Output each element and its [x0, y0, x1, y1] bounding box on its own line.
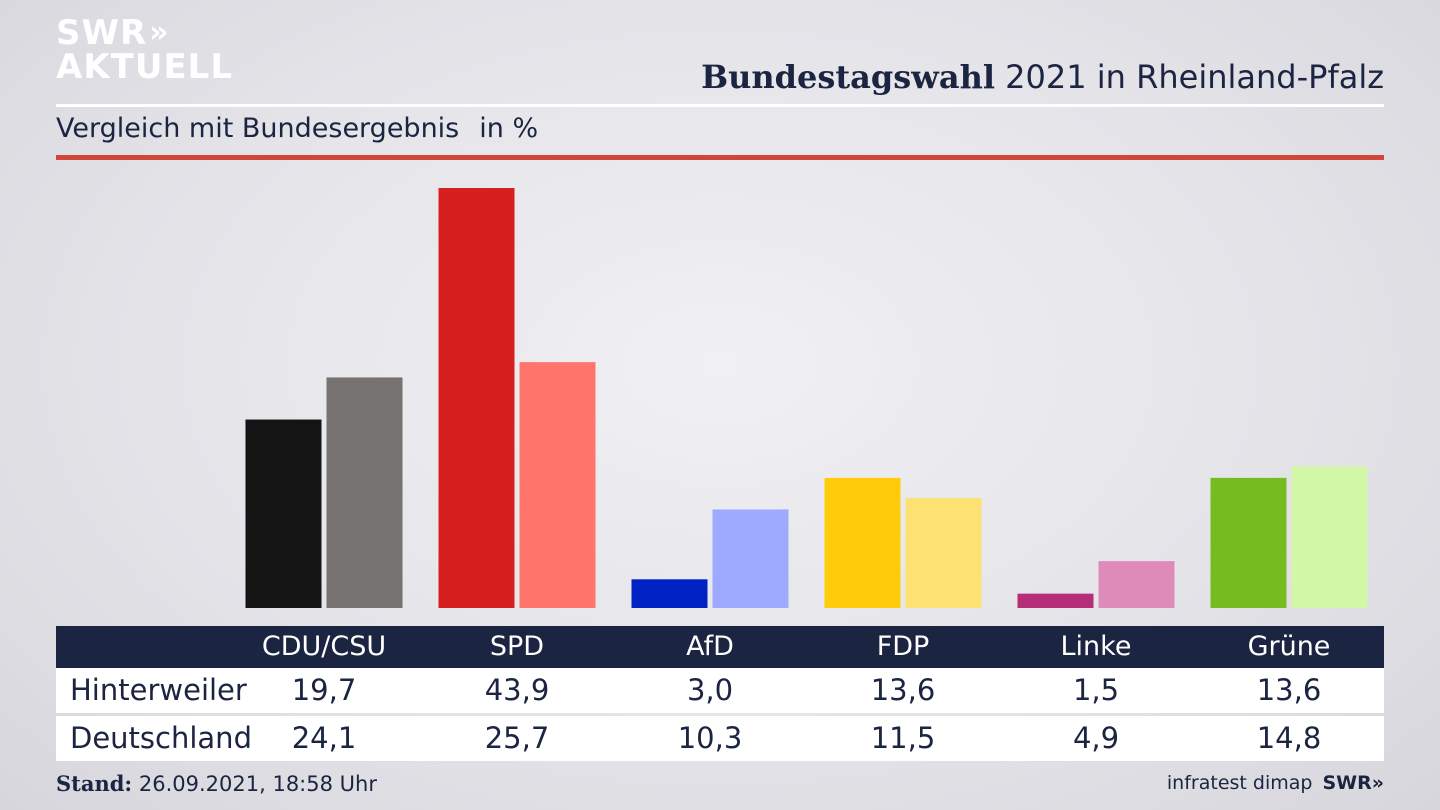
subtitle-text: Vergleich mit Bundesergebnis [56, 113, 460, 144]
header-divider [56, 104, 1384, 107]
table-cell: 1,5 [1072, 673, 1120, 707]
table-row: Hinterweiler 19,7 43,9 3,0 13,6 1,5 13,6 [56, 668, 1384, 713]
page-title: Bundestagswahl 2021 in Rheinland-Pfalz [701, 58, 1384, 96]
bar-fdp-deutschland [905, 497, 982, 608]
table-cell: 10,3 [677, 721, 743, 755]
table-cell: 13,6 [1256, 673, 1322, 707]
table-cell: 3,0 [686, 673, 734, 707]
bar-spd-deutschland [519, 362, 596, 608]
row-label: Hinterweiler [70, 673, 247, 707]
stand-value: 26.09.2021, 18:58 Uhr [138, 772, 377, 796]
table-cell: 11,5 [870, 721, 936, 755]
row-label: Deutschland [70, 721, 252, 755]
stand-label: Stand: [56, 771, 133, 796]
table-cell: 19,7 [291, 673, 357, 707]
bar-afd-deutschland [712, 509, 789, 608]
table-cell: 25,7 [484, 721, 550, 755]
table-cell: 43,9 [484, 673, 550, 707]
bar-grüne-hinterweiler [1210, 477, 1287, 608]
table-cell: 4,9 [1072, 721, 1120, 755]
table-cell: 14,8 [1256, 721, 1322, 755]
bar-linke-deutschland [1098, 561, 1175, 608]
title-bold: Bundestagswahl [701, 58, 995, 96]
source-credit: infratest dimap SWR» [1167, 772, 1384, 794]
title-rest: 2021 in Rheinland-Pfalz [1005, 58, 1384, 96]
results-table: CDU/CSU SPD AfD FDP Linke Grüne Hinterweiler … [56, 626, 1384, 761]
table-row: Deutschland 24,1 25,7 10,3 11,5 4,9 14,8 [56, 716, 1384, 761]
timestamp: Stand: 26.09.2021, 18:58 Uhr [56, 771, 377, 796]
bar-cdu-csu-deutschland [326, 377, 403, 608]
column-header: FDP [876, 631, 930, 662]
bar-afd-hinterweiler [631, 579, 708, 608]
bar-linke-hinterweiler [1017, 593, 1094, 608]
table-cell: 13,6 [870, 673, 936, 707]
logo-text-swr: SWR [56, 13, 148, 53]
table-header-row: CDU/CSU SPD AfD FDP Linke Grüne [56, 626, 1384, 668]
bar-fdp-hinterweiler [824, 477, 901, 608]
chart-subtitle: Vergleich mit Bundesergebnis in % [56, 113, 538, 144]
logo-text-aktuell: AKTUELL [56, 47, 234, 87]
source-text: infratest dimap [1166, 772, 1313, 794]
column-header: Linke [1060, 631, 1132, 662]
subtitle-unit: in % [479, 113, 539, 144]
column-header: CDU/CSU [261, 631, 387, 662]
footer-swr-logo: SWR» [1322, 772, 1384, 794]
column-header: Grüne [1247, 631, 1331, 662]
swr-aktuell-logo: SWR» AKTUELL [56, 13, 234, 87]
bar-spd-hinterweiler [438, 188, 515, 608]
column-header: SPD [489, 631, 545, 662]
bar-cdu-csu-hinterweiler [245, 419, 322, 608]
accent-divider [56, 155, 1384, 160]
column-header: AfD [686, 631, 734, 662]
bar-grüne-deutschland [1291, 466, 1368, 608]
table-cell: 24,1 [291, 721, 357, 755]
